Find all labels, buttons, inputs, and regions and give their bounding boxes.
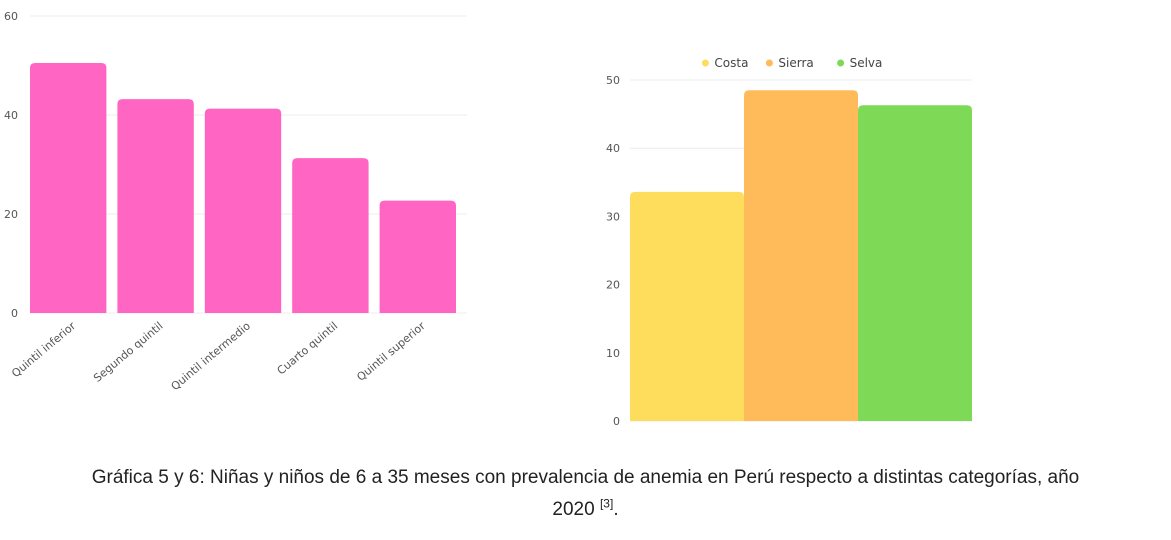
x-tick-label: Quintil inferior: [9, 319, 78, 380]
legend-marker-sierra: [765, 59, 773, 67]
y-tick-label: 60: [4, 10, 18, 23]
x-tick-label: Cuarto quintil: [275, 319, 341, 377]
caption-reference: [3]: [599, 496, 614, 511]
caption-line-1: Gráfica 5 y 6: Niñas y niños de 6 a 35 m…: [91, 467, 1080, 488]
legend-label-sierra: Sierra: [778, 56, 813, 70]
bar: [30, 63, 107, 314]
y-tick-label: 30: [606, 210, 620, 223]
y-tick-label: 50: [606, 74, 620, 87]
y-tick-label: 0: [613, 415, 620, 428]
bar-selva: [858, 105, 972, 421]
x-tick-label: Quintil intermedio: [169, 319, 254, 393]
caption-period: .: [613, 499, 619, 520]
bar: [292, 158, 369, 313]
legend-label-costa: Costa: [714, 56, 748, 70]
y-tick-label: 20: [4, 208, 18, 221]
caption-year: 2020: [552, 499, 595, 520]
legend-marker-selva: [837, 59, 845, 67]
y-tick-label: 40: [606, 142, 620, 155]
x-tick-label: Quintil superior: [354, 319, 428, 384]
bar: [117, 99, 194, 313]
y-tick-label: 40: [4, 109, 18, 122]
x-tick-label: Segundo quintil: [91, 319, 165, 384]
legend-label-selva: Selva: [850, 56, 883, 70]
y-tick-label: 20: [606, 279, 620, 292]
bar-costa: [630, 191, 744, 421]
y-tick-label: 10: [606, 347, 620, 360]
legend-marker-costa: [701, 59, 709, 67]
caption-line-2: 2020 [3].: [0, 494, 1171, 526]
y-tick-label: 0: [11, 307, 18, 320]
bar: [379, 200, 456, 313]
figure-caption: Gráfica 5 y 6: Niñas y niños de 6 a 35 m…: [0, 462, 1171, 526]
bar: [204, 108, 282, 313]
region-bar-chart: 0 10 20 30 40 50 Costa Sierra Selva: [606, 56, 972, 428]
bar-sierra: [744, 90, 858, 421]
